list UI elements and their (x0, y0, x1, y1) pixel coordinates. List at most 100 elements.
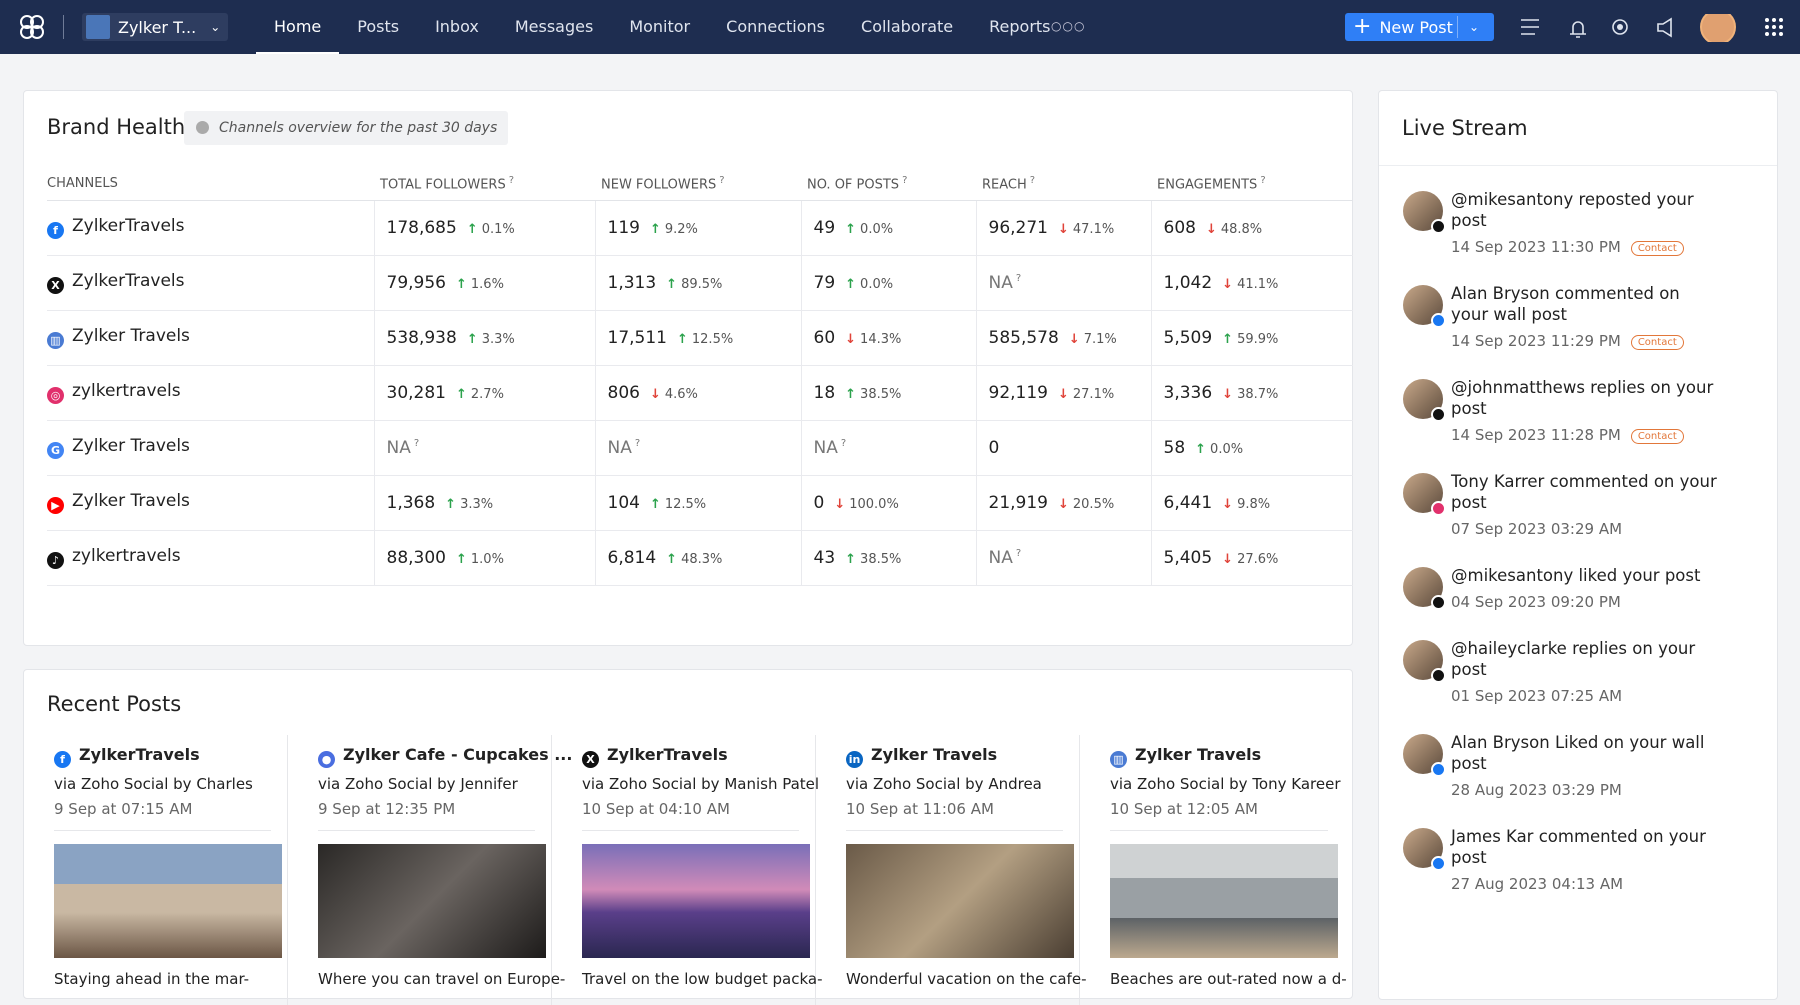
metric-value: 18 (813, 382, 836, 403)
post-card[interactable]: f ZylkerTravels via Zoho Social by Charles… (24, 735, 288, 1005)
stream-item[interactable]: @mikesantony liked your post 04 Sep 2023 … (1379, 565, 1779, 611)
post-card[interactable]: ▥ Zylker Travels via Zoho Social by Tony K… (1080, 735, 1347, 1005)
post-time: 9 Sep at 12:35 PM (318, 800, 535, 831)
metric-cell: 538,938 ↑ 3.3% (374, 310, 596, 366)
stream-item[interactable]: Tony Karrer commented on your post 07 Sep… (1379, 471, 1779, 538)
nav-item[interactable]: Posts (357, 17, 400, 36)
change-value: 20.5% (1072, 496, 1115, 512)
metric-value: 30,281 (386, 382, 446, 403)
change-value: 0.0% (860, 276, 894, 292)
metric-value: 1,368 (386, 492, 436, 513)
post-time: 10 Sep at 04:10 AM (582, 800, 799, 831)
change-value: 89.5% (681, 276, 723, 292)
nav-item[interactable]: Reports (989, 17, 1051, 36)
metric-value: 6,814 (607, 547, 657, 568)
metric-cell: NA? (976, 255, 1152, 311)
change-value: 47.1% (1072, 221, 1115, 237)
post-time: 10 Sep at 12:05 AM (1110, 800, 1328, 831)
post-card[interactable]: in Zylker Travels via Zoho Social by Andre… (816, 735, 1086, 1005)
help-mark: ? (508, 175, 515, 187)
stream-time-row: 14 Sep 2023 11:29 PM Contact (1451, 332, 1721, 350)
trend-arrow: ↑ (1222, 331, 1234, 347)
help-mark: ? (1015, 272, 1022, 284)
more-menu[interactable]: ○○○ (1051, 19, 1086, 33)
channels-table: CHANNELS TOTAL FOLLOWERS? NEW FOLLOWERS? NO… (47, 168, 1353, 586)
trend-arrow: ↓ (1057, 386, 1069, 402)
stream-item[interactable]: Alan Bryson Liked on your wall post 28 Au… (1379, 732, 1779, 799)
metric-value: 79,956 (386, 272, 446, 293)
avatar (1403, 379, 1446, 422)
nav-item[interactable]: Home (256, 0, 340, 54)
change-value: 12.5% (664, 496, 707, 512)
post-via: via Zoho Social by Tony Kareer (1110, 775, 1341, 793)
metric-cell: 92,119 ↓ 27.1% (976, 365, 1152, 421)
stream-item[interactable]: @mikesantony reposted your post 14 Sep 20… (1379, 189, 1779, 256)
stream-time: 07 Sep 2023 03:29 AM (1451, 520, 1623, 538)
help-mark: ? (1015, 547, 1022, 559)
nav-item[interactable]: Connections (726, 17, 826, 36)
stream-body: @haileyclarke replies on your post 01 Sep… (1451, 638, 1721, 705)
post-caption: Beaches are out-rated now a d- (1110, 970, 1347, 988)
nav-item[interactable]: Monitor (629, 17, 691, 36)
channel-cell: f ZylkerTravels (47, 200, 375, 256)
post-card[interactable]: X ZylkerTravels via Zoho Social by Manish … (552, 735, 823, 1005)
post-caption: Where you can travel on Europe- (318, 970, 566, 988)
nav-item[interactable]: Collaborate (861, 17, 954, 36)
new-post-button[interactable]: + New Post ⌄ (1345, 13, 1494, 41)
metric-cell: 5,405 ↓ 27.6% (1151, 530, 1353, 586)
column-header: NEW FOLLOWERS? (595, 168, 801, 201)
trend-arrow: ↓ (834, 496, 846, 512)
channel-name: Zylker Travels (72, 491, 190, 511)
change-value: 38.7% (1237, 386, 1279, 402)
metric-change: ↓ 100.0% (834, 497, 898, 512)
channel-cell: X ZylkerTravels (47, 255, 375, 311)
metric-change: ↓ 7.1% (1069, 332, 1117, 347)
trend-arrow: ↓ (845, 331, 857, 347)
divider (63, 15, 64, 39)
stream-body: Alan Bryson Liked on your wall post 28 Au… (1451, 732, 1721, 799)
trend-arrow: ↓ (1057, 221, 1069, 237)
metric-value: 608 (1163, 217, 1196, 238)
metric-cell: NA? (595, 420, 802, 476)
metric-cell: 49 ↑ 0.0% (801, 200, 977, 256)
avatar (1403, 640, 1446, 683)
live-stream-card: Live Stream @mikesantony reposted your p… (1378, 90, 1778, 1000)
metric-cell: 79,956 ↑ 1.6% (374, 255, 596, 311)
channel-cell: ♪ zylkertravels (47, 530, 375, 586)
nav-icons[interactable] (1518, 14, 1788, 42)
metric-change: ↓ 4.6% (650, 387, 698, 402)
stream-item[interactable]: @johnmatthews replies on your post 14 Sep… (1379, 377, 1779, 444)
post-account-row: ● Zylker Cafe - Cupcakes ... (318, 745, 572, 768)
stream-item[interactable]: @haileyclarke replies on your post 01 Sep… (1379, 638, 1779, 705)
subtitle: Channels overview for the past 30 days (219, 120, 498, 136)
change-value: 41.1% (1237, 276, 1279, 292)
app-logo[interactable] (18, 14, 46, 40)
trend-arrow: ↑ (455, 276, 467, 292)
metric-change: ↑ 2.7% (456, 387, 504, 402)
post-image (1110, 844, 1338, 958)
stream-text: Alan Bryson Liked on your wall post (1451, 733, 1705, 773)
metric-value: NA (988, 272, 1013, 293)
avatar (1403, 191, 1446, 234)
network-icon: ▥ (47, 332, 64, 349)
post-card[interactable]: ● Zylker Cafe - Cupcakes ... via Zoho Soci… (288, 735, 572, 1005)
nav-item[interactable]: Messages (514, 17, 594, 36)
avatar (1403, 473, 1446, 516)
column-label: ENGAGEMENTS (1157, 177, 1258, 193)
channel-row: X ZylkerTravels 79,956 ↑ 1.6% 1,313 ↑ 89.5% 79 ↑ 0… (47, 255, 1353, 311)
stream-time-row: 27 Aug 2023 04:13 AM (1451, 875, 1721, 893)
post-account: Zylker Travels (1135, 745, 1262, 764)
stream-item[interactable]: James Kar commented on your post 27 Aug 2… (1379, 826, 1779, 893)
post-account: ZylkerTravels (607, 745, 728, 764)
nav-item[interactable]: Inbox (435, 17, 479, 36)
brand-switcher[interactable]: Zylker T... ⌄ (82, 13, 228, 41)
post-via: via Zoho Social by Jennifer (318, 775, 518, 793)
channel-name: ZylkerTravels (72, 271, 185, 291)
metric-change: ↑ 38.5% (845, 552, 901, 567)
metric-change: ↓ 47.1% (1058, 222, 1114, 237)
change-value: 14.3% (860, 331, 902, 347)
stream-item[interactable]: Alan Bryson commented on your wall post 1… (1379, 283, 1779, 350)
stream-body: @johnmatthews replies on your post 14 Sep… (1451, 377, 1721, 444)
avatar (1403, 734, 1446, 777)
metric-cell: 3,336 ↓ 38.7% (1151, 365, 1353, 421)
